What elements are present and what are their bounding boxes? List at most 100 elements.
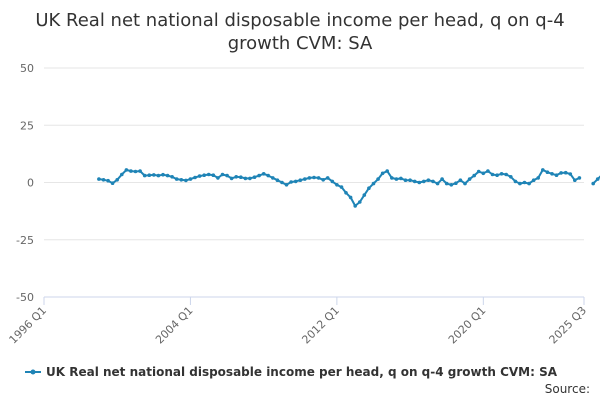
data-point[interactable] [348, 195, 353, 200]
data-point[interactable] [129, 169, 133, 173]
data-point[interactable] [330, 179, 335, 184]
data-point[interactable] [554, 173, 559, 177]
data-point[interactable] [229, 176, 234, 181]
data-point[interactable] [124, 168, 129, 172]
data-point[interactable] [312, 175, 316, 180]
data-point[interactable] [325, 176, 330, 180]
data-point[interactable] [110, 181, 115, 185]
data-point[interactable] [408, 178, 412, 182]
data-point[interactable] [536, 176, 540, 180]
data-point[interactable] [380, 171, 385, 176]
data-point[interactable] [591, 181, 595, 186]
data-point[interactable] [463, 181, 467, 186]
data-point[interactable] [522, 180, 527, 185]
data-point[interactable] [476, 169, 481, 174]
data-point[interactable] [490, 172, 495, 177]
data-point[interactable] [133, 169, 138, 174]
data-point[interactable] [376, 177, 380, 181]
data-point[interactable] [486, 169, 490, 173]
data-point[interactable] [335, 183, 339, 187]
data-point[interactable] [197, 174, 202, 178]
data-point[interactable] [559, 171, 563, 175]
data-point[interactable] [275, 178, 280, 182]
data-point[interactable] [454, 181, 458, 185]
data-point[interactable] [504, 172, 509, 177]
data-point[interactable] [518, 181, 522, 186]
data-point[interactable] [161, 172, 165, 177]
data-point[interactable] [358, 200, 362, 204]
data-point[interactable] [563, 170, 568, 175]
data-point[interactable] [174, 177, 179, 181]
data-point[interactable] [234, 175, 238, 179]
data-point[interactable] [220, 172, 225, 177]
data-point[interactable] [152, 173, 156, 177]
data-point[interactable] [435, 181, 440, 186]
data-point[interactable] [595, 177, 600, 181]
data-point[interactable] [444, 181, 449, 186]
data-point[interactable] [179, 178, 184, 182]
data-point[interactable] [298, 178, 303, 182]
data-point[interactable] [211, 173, 216, 177]
data-point[interactable] [206, 172, 211, 177]
data-point[interactable] [467, 177, 472, 181]
data-point[interactable] [170, 175, 174, 179]
data-point[interactable] [142, 173, 147, 178]
data-point[interactable] [115, 178, 119, 182]
data-point[interactable] [385, 169, 390, 173]
data-point[interactable] [138, 169, 142, 173]
data-point[interactable] [257, 173, 261, 178]
data-point[interactable] [344, 191, 348, 195]
data-point[interactable] [280, 180, 284, 185]
data-point[interactable] [550, 172, 554, 176]
data-point[interactable] [422, 179, 426, 184]
data-point[interactable] [106, 178, 110, 183]
data-point[interactable] [394, 177, 399, 181]
data-point[interactable] [568, 172, 573, 176]
data-point[interactable] [353, 204, 358, 208]
data-point[interactable] [458, 178, 463, 182]
data-point[interactable] [303, 177, 307, 181]
data-point[interactable] [527, 181, 531, 186]
data-point[interactable] [399, 176, 403, 181]
data-point[interactable] [403, 178, 408, 182]
data-point[interactable] [545, 170, 550, 174]
data-point[interactable] [531, 178, 536, 182]
data-point[interactable] [321, 178, 326, 182]
data-point[interactable] [156, 173, 161, 178]
data-point[interactable] [362, 193, 367, 197]
data-point[interactable] [261, 172, 266, 176]
legend[interactable]: UK Real net national disposable income p… [25, 365, 558, 379]
data-point[interactable] [97, 177, 101, 181]
data-point[interactable] [165, 173, 170, 178]
data-point[interactable] [193, 175, 197, 180]
data-point[interactable] [417, 180, 422, 185]
data-point[interactable] [481, 171, 486, 176]
data-point[interactable] [495, 173, 499, 177]
data-point[interactable] [513, 179, 518, 184]
data-point[interactable] [499, 172, 504, 176]
data-point[interactable] [573, 178, 577, 182]
data-point[interactable] [541, 168, 545, 172]
data-point[interactable] [120, 172, 124, 177]
data-point[interactable] [225, 173, 229, 178]
data-point[interactable] [248, 176, 252, 181]
data-point[interactable] [293, 179, 298, 184]
data-point[interactable] [266, 173, 271, 178]
data-point[interactable] [371, 181, 376, 186]
data-point[interactable] [243, 176, 248, 181]
data-point[interactable] [367, 186, 371, 190]
data-point[interactable] [271, 176, 275, 180]
data-point[interactable] [147, 173, 152, 177]
data-point[interactable] [101, 178, 106, 182]
data-point[interactable] [390, 176, 394, 180]
data-point[interactable] [284, 183, 289, 187]
data-point[interactable] [216, 176, 220, 180]
data-point[interactable] [449, 183, 454, 187]
data-point[interactable] [472, 173, 477, 178]
data-point[interactable] [188, 177, 193, 181]
data-point[interactable] [239, 175, 243, 179]
data-point[interactable] [316, 176, 321, 180]
data-point[interactable] [509, 175, 513, 179]
data-point[interactable] [577, 176, 582, 180]
data-point[interactable] [339, 185, 344, 189]
